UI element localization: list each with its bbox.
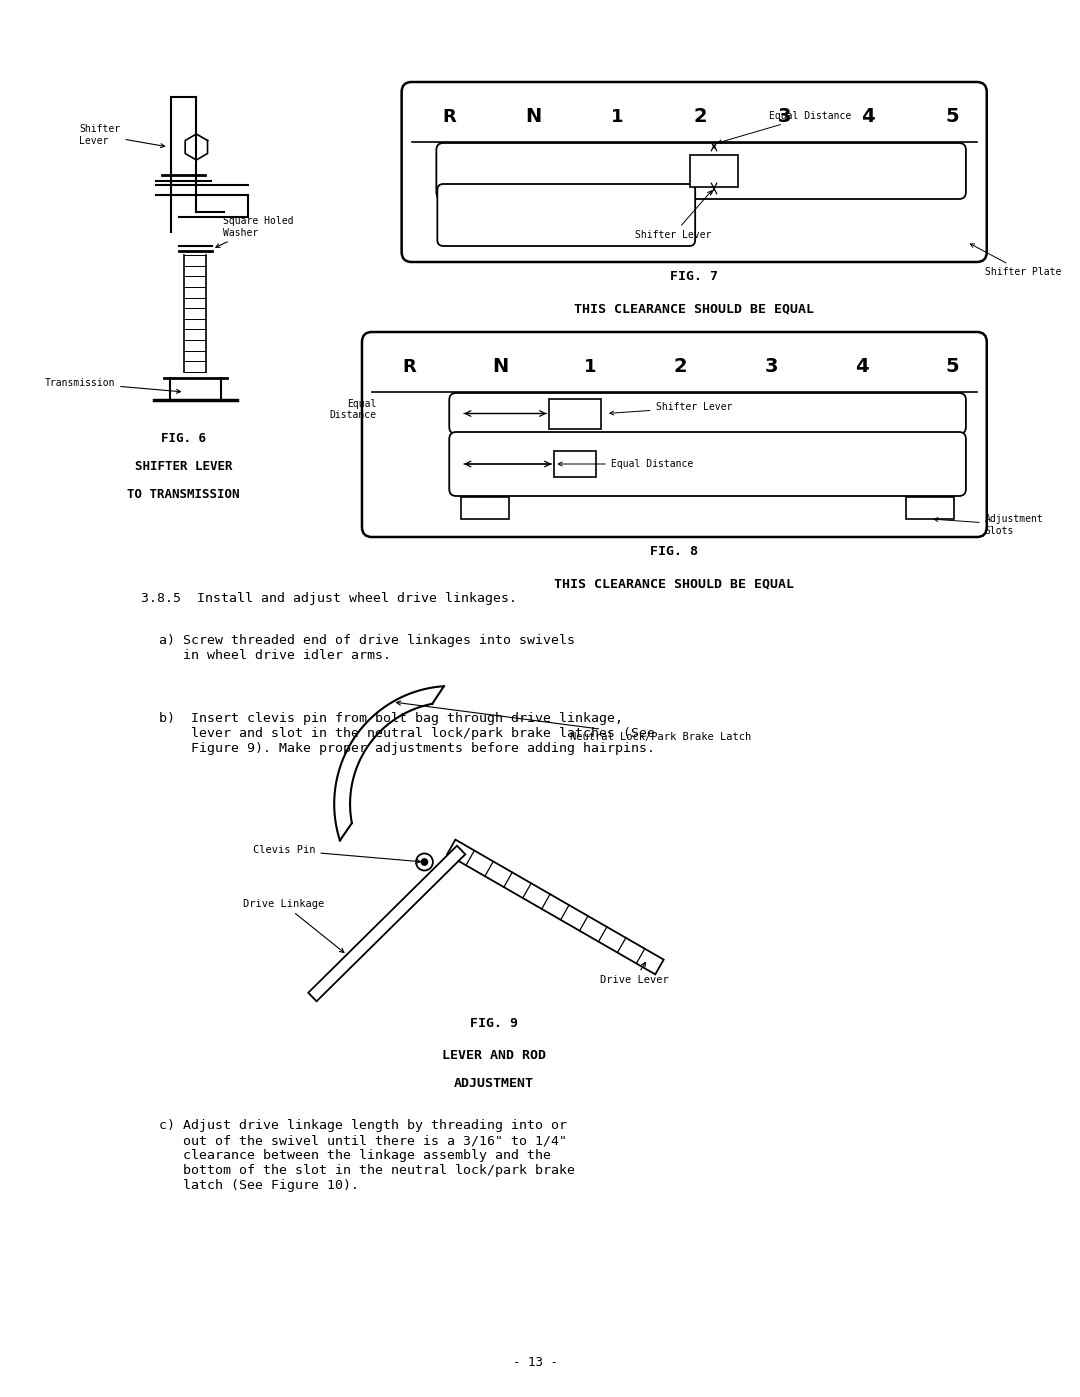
FancyBboxPatch shape [437, 184, 696, 246]
Text: 5: 5 [945, 108, 959, 127]
FancyBboxPatch shape [449, 393, 966, 434]
Polygon shape [308, 845, 465, 1002]
FancyBboxPatch shape [436, 142, 966, 198]
Text: Adjustment
Slots: Adjustment Slots [934, 514, 1043, 535]
Text: Equal
Distance: Equal Distance [329, 398, 377, 420]
Text: 3.8.5  Install and adjust wheel drive linkages.: 3.8.5 Install and adjust wheel drive lin… [140, 592, 517, 605]
Text: Shifter Lever: Shifter Lever [610, 402, 732, 415]
Bar [550, 398, 600, 429]
Text: FIG. 9: FIG. 9 [470, 1017, 518, 1030]
Text: ADJUSTMENT: ADJUSTMENT [454, 1077, 534, 1090]
Text: Clevis Pin: Clevis Pin [253, 845, 420, 863]
Text: LEVER AND ROD: LEVER AND ROD [442, 1049, 545, 1062]
Bar [906, 497, 954, 520]
Text: N: N [491, 358, 508, 377]
Text: FIG. 6: FIG. 6 [161, 432, 206, 446]
Text: FIG. 7: FIG. 7 [671, 270, 718, 284]
FancyBboxPatch shape [449, 432, 966, 496]
Text: 1: 1 [584, 358, 596, 376]
Text: 2: 2 [674, 358, 688, 377]
Text: 3: 3 [778, 108, 792, 127]
Text: b)  Insert clevis pin from bolt bag through drive linkage,
    lever and slot in: b) Insert clevis pin from bolt bag throu… [159, 712, 654, 754]
Text: - 13 -: - 13 - [513, 1356, 558, 1369]
Text: R: R [403, 358, 417, 376]
Text: Transmission: Transmission [44, 379, 180, 394]
Text: c) Adjust drive linkage length by threading into or
   out of the swivel until t: c) Adjust drive linkage length by thread… [159, 1119, 575, 1192]
Text: 4: 4 [855, 358, 868, 377]
Text: FIG. 8: FIG. 8 [650, 545, 699, 557]
Text: Drive Linkage: Drive Linkage [243, 900, 343, 953]
Text: Square Holed
Washer: Square Holed Washer [216, 217, 294, 247]
Bar [690, 155, 738, 187]
Circle shape [421, 859, 428, 865]
Text: Neutral Lock/Park Brake Latch: Neutral Lock/Park Brake Latch [396, 701, 752, 742]
Text: 2: 2 [693, 108, 707, 127]
Text: Drive Lever: Drive Lever [600, 963, 669, 985]
Polygon shape [447, 840, 664, 974]
Text: R: R [443, 108, 456, 126]
Text: N: N [525, 108, 541, 127]
Text: Shifter Lever: Shifter Lever [635, 191, 712, 240]
Text: Equal Distance: Equal Distance [718, 110, 851, 144]
Bar [554, 451, 596, 476]
Text: THIS CLEARANCE SHOULD BE EQUAL: THIS CLEARANCE SHOULD BE EQUAL [575, 302, 814, 314]
Text: a) Screw threaded end of drive linkages into swivels
   in wheel drive idler arm: a) Screw threaded end of drive linkages … [159, 634, 575, 662]
Text: 4: 4 [862, 108, 875, 127]
Text: TO TRANSMISSION: TO TRANSMISSION [127, 488, 240, 502]
FancyBboxPatch shape [362, 332, 987, 536]
FancyBboxPatch shape [402, 82, 987, 263]
Text: 1: 1 [610, 108, 623, 126]
Bar [461, 497, 509, 520]
Text: Shifter
Lever: Shifter Lever [79, 124, 164, 148]
Text: SHIFTER LEVER: SHIFTER LEVER [135, 460, 232, 474]
Text: Equal Distance: Equal Distance [558, 460, 693, 469]
Text: Shifter Plate: Shifter Plate [970, 244, 1062, 277]
Text: 3: 3 [765, 358, 778, 377]
Text: 5: 5 [945, 358, 959, 377]
Text: THIS CLEARANCE SHOULD BE EQUAL: THIS CLEARANCE SHOULD BE EQUAL [554, 577, 795, 590]
